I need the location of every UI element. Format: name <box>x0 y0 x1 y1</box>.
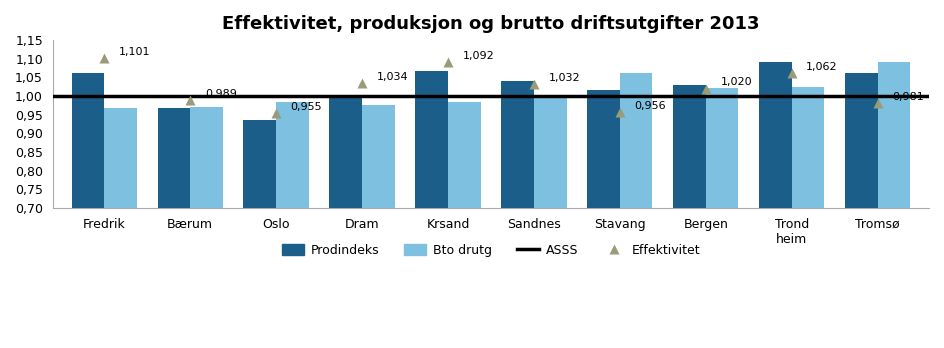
Text: 0,981: 0,981 <box>891 92 923 102</box>
Bar <box>276 102 309 208</box>
Bar <box>844 73 877 208</box>
Bar <box>500 81 533 208</box>
Text: 1,032: 1,032 <box>548 73 580 83</box>
Bar <box>619 73 651 208</box>
Bar <box>447 102 480 208</box>
Bar <box>672 85 705 208</box>
Bar <box>329 95 362 208</box>
Bar <box>104 108 137 208</box>
Legend: Prodindeks, Bto drutg, ASSS, Effektivitet: Prodindeks, Bto drutg, ASSS, Effektivite… <box>277 239 704 262</box>
Bar <box>72 73 104 208</box>
Bar <box>758 62 791 208</box>
Bar <box>791 87 823 208</box>
Text: 0,989: 0,989 <box>205 89 236 99</box>
Bar <box>705 88 737 208</box>
Bar <box>362 105 395 208</box>
Text: 0,956: 0,956 <box>633 101 666 111</box>
Bar <box>414 71 447 208</box>
Bar <box>877 63 909 208</box>
Bar <box>244 120 276 208</box>
Bar <box>586 90 619 208</box>
Bar <box>533 96 566 208</box>
Text: 1,062: 1,062 <box>805 62 837 72</box>
Text: 1,101: 1,101 <box>119 47 150 57</box>
Text: 1,034: 1,034 <box>377 72 408 82</box>
Bar <box>158 108 190 208</box>
Text: 0,955: 0,955 <box>291 102 322 112</box>
Text: 1,020: 1,020 <box>719 78 751 87</box>
Bar <box>190 107 223 208</box>
Title: Effektivitet, produksjon og brutto driftsutgifter 2013: Effektivitet, produksjon og brutto drift… <box>222 15 759 33</box>
Text: 1,092: 1,092 <box>462 50 494 61</box>
